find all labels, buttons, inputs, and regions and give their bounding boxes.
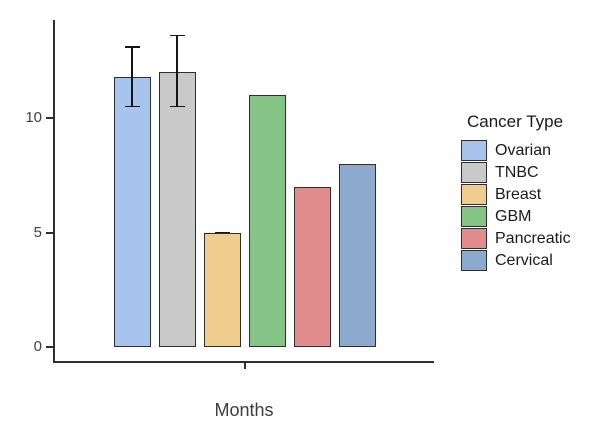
error-bar-ovarian-cap-low xyxy=(124,105,140,108)
y-tick-label-10: 10 xyxy=(25,109,42,126)
legend-entry-cervical: Cervical xyxy=(461,250,571,271)
legend-title: Cancer Type xyxy=(467,112,564,131)
bar-pancreatic xyxy=(293,186,331,347)
legend: Cancer Type Ovarian TNBC Breast GBM Pancreat… xyxy=(461,112,571,272)
legend-label-breast: Breast xyxy=(495,185,542,203)
bar-gbm xyxy=(248,95,286,347)
y-tick-label-5: 5 xyxy=(33,223,42,241)
legend-key-pancreatic xyxy=(461,228,487,249)
error-bar-ovarian-line xyxy=(131,47,133,107)
x-tick-mark xyxy=(243,363,246,369)
error-bar-breast-cap-high xyxy=(214,231,230,234)
y-tick-label-0: 0 xyxy=(33,338,42,355)
legend-key-tnbc xyxy=(461,162,487,183)
plot-panel xyxy=(53,20,434,363)
y-tick-mark-5 xyxy=(46,231,53,234)
legend-label-ovarian: Ovarian xyxy=(495,141,552,159)
legend-label-tnbc: TNBC xyxy=(495,163,539,181)
legend-label-gbm: GBM xyxy=(495,207,532,225)
legend-key-breast xyxy=(461,184,487,205)
x-axis-title: Months xyxy=(214,400,274,420)
legend-entry-pancreatic: Pancreatic xyxy=(461,228,571,249)
y-tick-mark-0 xyxy=(46,346,53,348)
error-bar-tnbc-cap-high xyxy=(169,34,185,37)
legend-label-pancreatic: Pancreatic xyxy=(495,229,571,247)
legend-entry-tnbc: TNBC xyxy=(461,162,571,183)
legend-entry-breast: Breast xyxy=(461,184,571,205)
legend-entry-ovarian: Ovarian xyxy=(461,140,571,161)
error-bar-ovarian-cap-high xyxy=(124,46,140,48)
legend-label-cervical: Cervical xyxy=(495,251,553,269)
legend-key-ovarian xyxy=(461,140,487,161)
bar-cervical xyxy=(338,163,376,347)
legend-entries: Ovarian TNBC Breast GBM Pancreatic Cervical xyxy=(461,140,571,271)
legend-key-cervical xyxy=(461,250,487,271)
legend-key-gbm xyxy=(461,206,487,227)
bar-ovarian xyxy=(113,76,151,347)
bar-tnbc xyxy=(158,72,196,347)
error-bar-tnbc-cap-low xyxy=(169,105,185,108)
bar-breast xyxy=(203,232,241,347)
y-tick-mark-10 xyxy=(46,117,53,119)
error-bar-tnbc-line xyxy=(176,35,178,107)
legend-entry-gbm: GBM xyxy=(461,206,571,227)
